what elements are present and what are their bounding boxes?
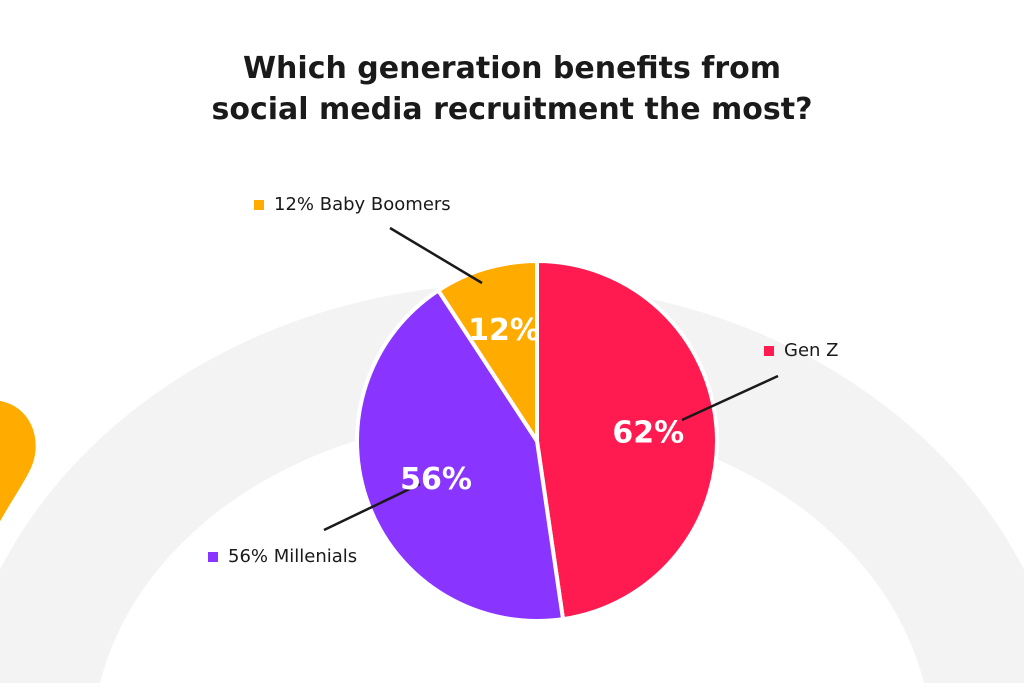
- pie-slice-baby-boomers: [436, 259, 539, 443]
- leader-line-millenials: [323, 482, 421, 532]
- legend-text-baby-boomers: 12% Baby Boomers: [274, 194, 451, 215]
- legend-text-gen-z: Gen Z: [784, 340, 839, 361]
- decorative-blob: [0, 400, 36, 522]
- background-arc: [0, 283, 1024, 683]
- leader-lines: [323, 226, 779, 532]
- pie-chart: [355, 259, 719, 623]
- legend-swatch-baby-boomers: [254, 199, 264, 210]
- legend-swatch-gen-z: [764, 345, 774, 356]
- legend-gen-z: Gen Z: [764, 340, 838, 361]
- legend-baby-boomers: 12% Baby Boomers: [254, 194, 451, 215]
- pie-label-gen-z: 62%: [612, 415, 684, 450]
- chart-title-line-1: Which generation benefits from: [242, 51, 782, 86]
- pie-slice-millenials: [355, 288, 566, 623]
- pie-slice-gen-z: [535, 259, 719, 622]
- legend-text-millenials: 56% Millenials: [228, 546, 358, 567]
- chart-title: Which generation benefits from social me…: [0, 48, 1024, 130]
- leader-line-gen-z: [681, 374, 779, 422]
- legend-swatch-millenials: [208, 551, 218, 562]
- legend-millenials: 56% Millenials: [208, 546, 357, 567]
- pie-label-baby-boomers: 12%: [468, 313, 540, 348]
- leader-line-baby-boomers: [389, 226, 483, 285]
- slice-value-labels: 62% 56% 12%: [400, 313, 684, 497]
- chart-title-line-2: social media recruitment the most?: [211, 92, 813, 127]
- pie-label-millenials: 56%: [400, 462, 472, 497]
